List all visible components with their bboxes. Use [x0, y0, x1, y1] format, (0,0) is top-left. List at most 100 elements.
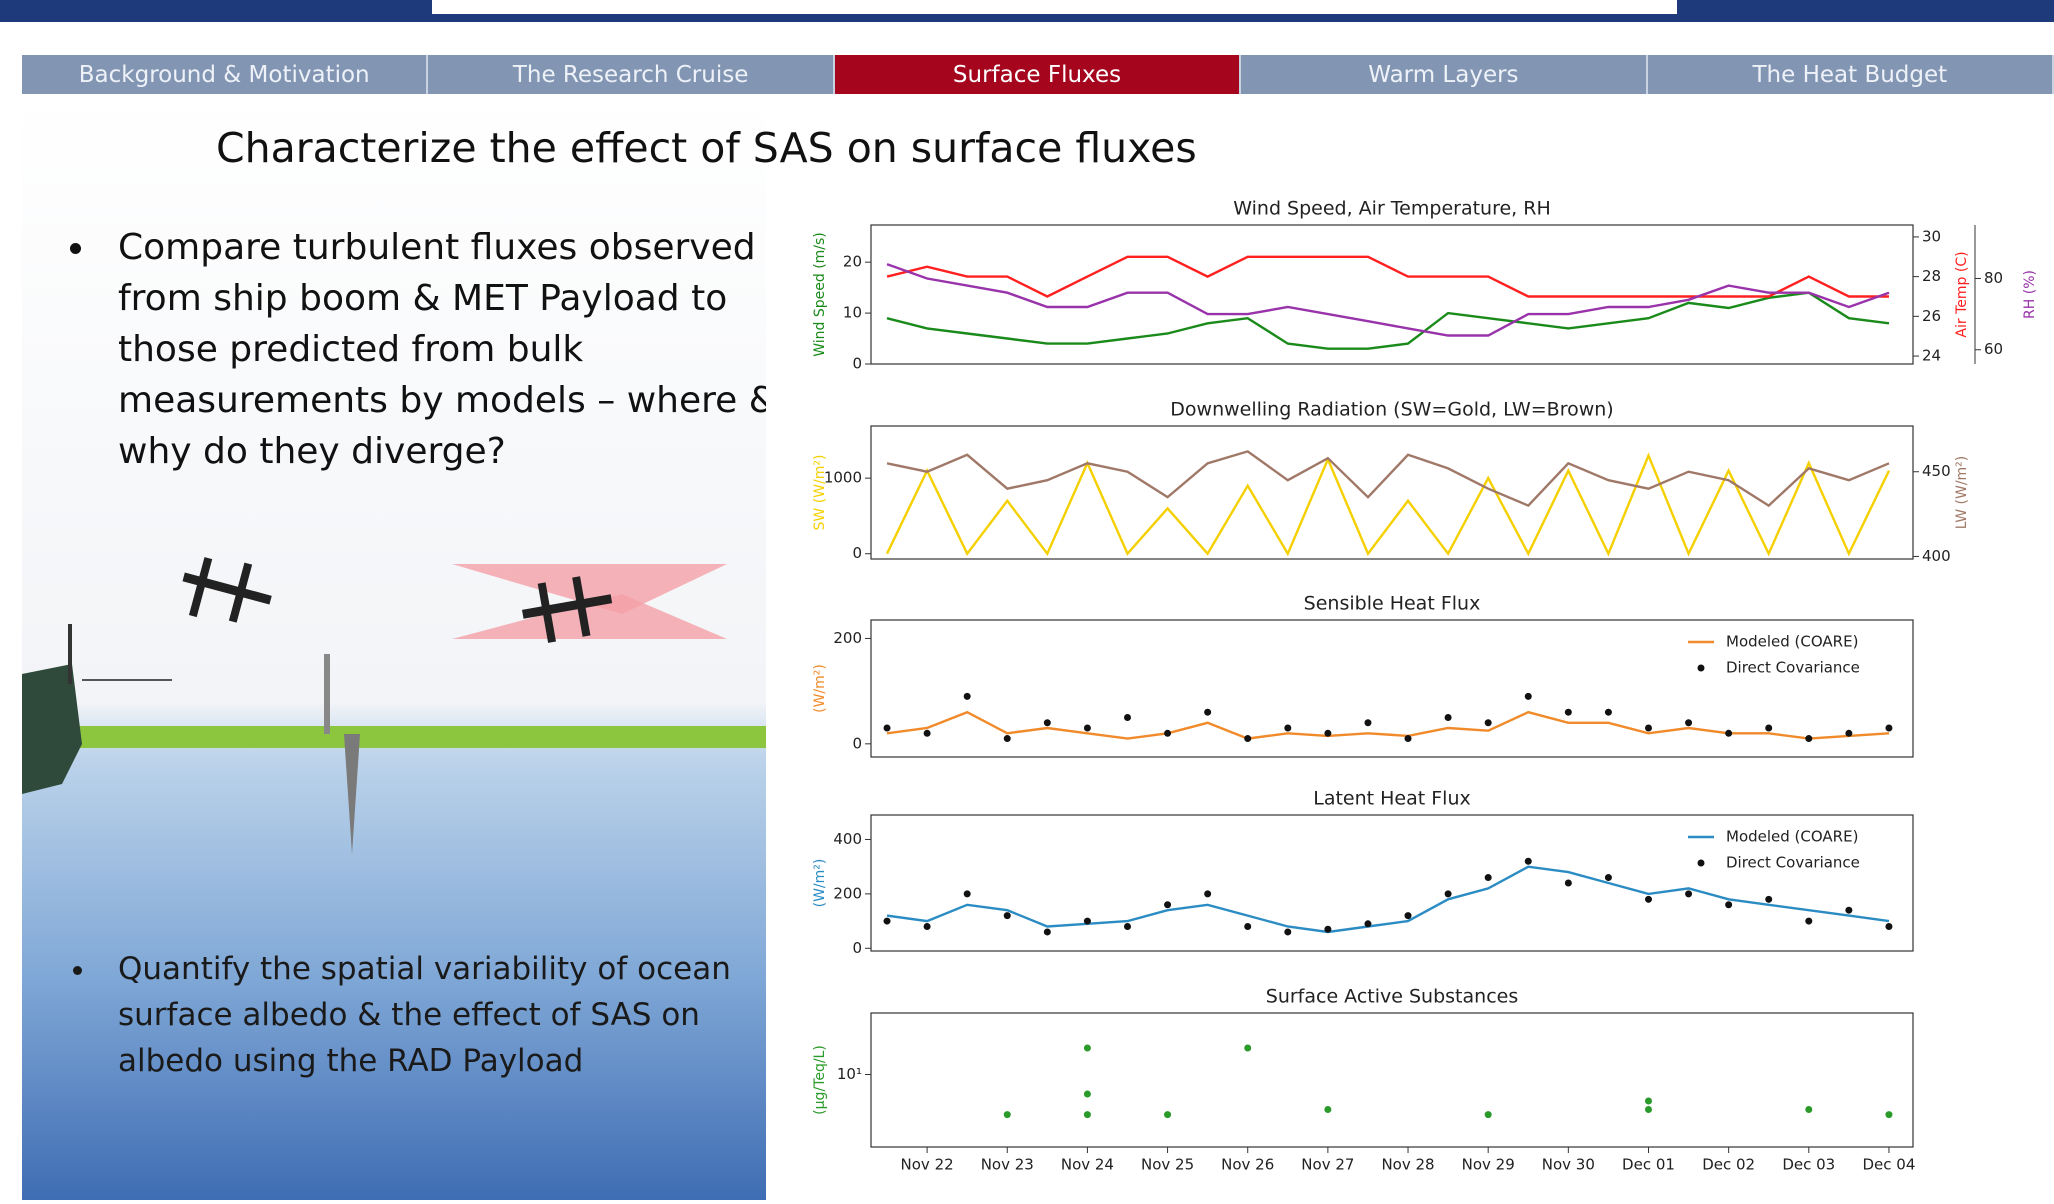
- y3-tick-label: 80: [1984, 269, 2003, 287]
- data-point: [1845, 907, 1852, 914]
- y-axis-label: (W/m²): [812, 859, 828, 908]
- data-point: [1244, 735, 1251, 742]
- data-point: [1004, 1111, 1011, 1118]
- data-point: [1525, 858, 1532, 865]
- y3-axis-label: RH (%): [2022, 270, 2038, 319]
- x-tick-label: Nov 24: [1061, 1156, 1114, 1174]
- y-tick-label: 10¹: [837, 1065, 862, 1083]
- data-point: [1845, 730, 1852, 737]
- x-tick-label: Nov 22: [901, 1156, 954, 1174]
- y-tick-label: 10: [843, 304, 862, 322]
- x-tick-label: Dec 03: [1782, 1156, 1835, 1174]
- x-tick-label: Nov 28: [1381, 1156, 1434, 1174]
- data-point: [1284, 725, 1291, 732]
- data-point: [1284, 928, 1291, 935]
- legend-label: Modeled (COARE): [1726, 633, 1858, 651]
- legend-swatch: [1698, 665, 1705, 672]
- data-point: [1164, 901, 1171, 908]
- data-point: [1645, 1097, 1652, 1104]
- data-point: [1244, 923, 1251, 930]
- x-tick-label: Dec 04: [1863, 1156, 1916, 1174]
- data-point: [884, 918, 891, 925]
- data-point: [1084, 1091, 1091, 1098]
- y2-tick-label: 30: [1922, 227, 1941, 245]
- data-point: [1605, 874, 1612, 881]
- y2-tick-label: 26: [1922, 307, 1941, 325]
- y-tick-label: 1000: [824, 469, 862, 487]
- x-tick-label: Nov 29: [1462, 1156, 1515, 1174]
- chart-title: Surface Active Substances: [1266, 986, 1518, 1008]
- data-point: [964, 693, 971, 700]
- data-point: [1765, 896, 1772, 903]
- data-point: [1204, 709, 1211, 716]
- data-point: [1324, 730, 1331, 737]
- y2-axis-label: Air Temp (C): [1954, 251, 1970, 337]
- data-point: [1565, 709, 1572, 716]
- data-point: [1645, 725, 1652, 732]
- chart-title: Latent Heat Flux: [1313, 788, 1471, 810]
- legend-label: Direct Covariance: [1726, 854, 1860, 872]
- y-axis-label: (µg/Teq/L): [812, 1045, 828, 1115]
- y-tick-label: 20: [843, 253, 862, 271]
- data-point: [1485, 1111, 1492, 1118]
- data-point: [1445, 890, 1452, 897]
- data-point: [1885, 1111, 1892, 1118]
- data-point: [1725, 730, 1732, 737]
- data-point: [1765, 725, 1772, 732]
- data-point: [1004, 912, 1011, 919]
- y-axis-label: Wind Speed (m/s): [812, 232, 828, 357]
- legend-label: Direct Covariance: [1726, 659, 1860, 677]
- data-point: [1645, 896, 1652, 903]
- data-point: [1685, 719, 1692, 726]
- data-point: [1364, 719, 1371, 726]
- data-point: [1485, 719, 1492, 726]
- y-tick-label: 0: [852, 939, 862, 957]
- x-tick-label: Nov 27: [1301, 1156, 1354, 1174]
- x-tick-label: Nov 26: [1221, 1156, 1274, 1174]
- y-axis-label: SW (W/m²): [812, 455, 828, 531]
- data-point: [1525, 693, 1532, 700]
- data-point: [1084, 918, 1091, 925]
- data-point: [1324, 1106, 1331, 1113]
- data-point: [1805, 1106, 1812, 1113]
- data-point: [1725, 901, 1732, 908]
- data-point: [1805, 735, 1812, 742]
- y-tick-label: 0: [852, 355, 862, 373]
- y-tick-label: 400: [833, 830, 862, 848]
- legend-label: Modeled (COARE): [1726, 828, 1858, 846]
- data-point: [884, 725, 891, 732]
- data-point: [1164, 730, 1171, 737]
- data-point: [1244, 1045, 1251, 1052]
- data-point: [964, 890, 971, 897]
- data-point: [1645, 1106, 1652, 1113]
- x-tick-label: Nov 30: [1542, 1156, 1595, 1174]
- y2-tick-label: 400: [1922, 547, 1951, 565]
- y2-axis-label: LW (W/m²): [1954, 456, 1970, 530]
- y-axis-label: (W/m²): [812, 664, 828, 713]
- data-point: [1044, 928, 1051, 935]
- data-point: [1084, 1045, 1091, 1052]
- data-point: [1084, 1111, 1091, 1118]
- data-point: [1885, 725, 1892, 732]
- y2-tick-label: 450: [1922, 462, 1951, 480]
- y3-tick-label: 60: [1984, 340, 2003, 358]
- data-point: [1204, 890, 1211, 897]
- data-point: [1124, 714, 1131, 721]
- data-point: [1044, 719, 1051, 726]
- data-point: [924, 923, 931, 930]
- x-tick-label: Nov 25: [1141, 1156, 1194, 1174]
- data-point: [1605, 709, 1612, 716]
- data-point: [1405, 735, 1412, 742]
- data-point: [1364, 920, 1371, 927]
- page: Background & MotivationThe Research Crui…: [0, 0, 2054, 1200]
- y2-tick-label: 28: [1922, 267, 1941, 285]
- y-tick-label: 200: [833, 629, 862, 647]
- legend-swatch: [1698, 860, 1705, 867]
- data-point: [1324, 926, 1331, 933]
- data-point: [1084, 725, 1091, 732]
- data-point: [1004, 735, 1011, 742]
- chart-title: Wind Speed, Air Temperature, RH: [1233, 198, 1550, 220]
- data-point: [1885, 923, 1892, 930]
- data-point: [1405, 912, 1412, 919]
- data-point: [1164, 1111, 1171, 1118]
